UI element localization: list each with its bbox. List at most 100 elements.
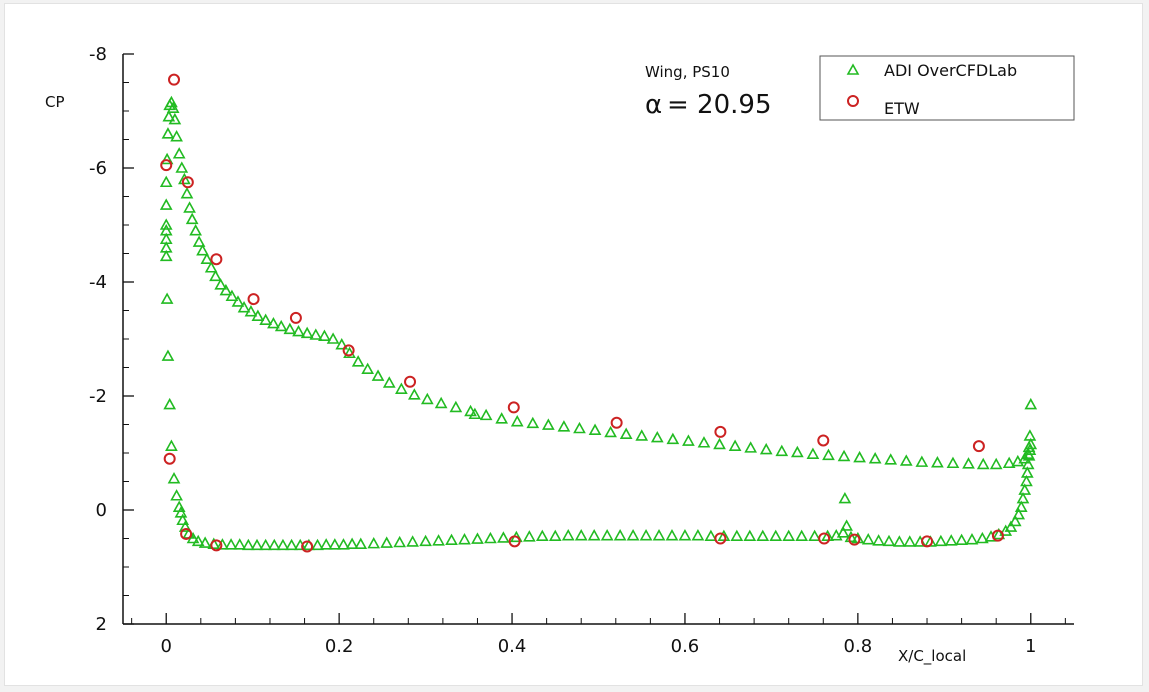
data-point-triangle xyxy=(468,407,482,420)
data-point-triangle xyxy=(882,534,896,547)
data-point-triangle xyxy=(371,369,385,381)
y-tick-label: -4 xyxy=(89,272,107,293)
data-point-circle xyxy=(342,344,355,357)
data-point-triangle xyxy=(495,412,509,424)
data-point-triangle xyxy=(343,346,356,359)
data-point-circle xyxy=(301,540,314,553)
data-point-triangle xyxy=(160,152,174,165)
data-point-triangle xyxy=(962,457,975,469)
data-point-triangle xyxy=(619,427,633,439)
data-point-triangle xyxy=(1021,457,1035,470)
data-point-triangle xyxy=(479,408,493,421)
data-point-triangle xyxy=(822,448,835,461)
data-point-triangle xyxy=(178,172,191,185)
data-point-triangle xyxy=(678,529,692,541)
data-point-triangle xyxy=(216,538,229,550)
data-point-triangle xyxy=(744,441,758,453)
data-point-triangle xyxy=(168,112,182,125)
data-point-triangle xyxy=(899,454,913,466)
data-point-circle xyxy=(818,532,831,545)
series-etw xyxy=(160,73,1004,553)
data-point-triangle xyxy=(1020,466,1034,478)
data-point-circle xyxy=(714,425,727,438)
data-point-triangle xyxy=(989,457,1003,470)
data-point-triangle xyxy=(600,529,614,541)
data-point-triangle xyxy=(162,110,176,122)
data-point-triangle xyxy=(931,456,944,468)
x-tick-label: 0.6 xyxy=(671,636,700,657)
data-point-triangle xyxy=(274,319,288,332)
data-point-circle xyxy=(163,452,176,465)
data-point-triangle xyxy=(318,329,331,341)
data-point-triangle xyxy=(231,295,245,307)
data-point-triangle xyxy=(790,445,804,458)
data-point-triangle xyxy=(1012,507,1026,520)
data-point-triangle xyxy=(326,332,340,344)
data-point-triangle xyxy=(367,536,381,549)
data-point-triangle xyxy=(259,538,273,551)
data-point-triangle xyxy=(178,520,192,532)
chart-frame: 0 0.2 0.4 0.6 0.8 1 -8 -6 -4 -2 0 2 CP X/C_local Wi… xyxy=(4,3,1143,686)
data-point-triangle xyxy=(251,309,265,322)
data-point-triangle xyxy=(635,429,649,441)
data-point-triangle xyxy=(853,450,866,463)
data-point-triangle xyxy=(300,326,314,339)
data-point-triangle xyxy=(934,534,948,547)
data-point-triangle xyxy=(241,538,255,551)
data-point-circle xyxy=(180,527,193,540)
legend-label-etw: ETW xyxy=(884,99,920,118)
data-point-circle xyxy=(247,293,260,306)
axis-ticks xyxy=(123,53,1066,625)
data-point-triangle xyxy=(728,439,742,451)
data-point-triangle xyxy=(159,249,173,262)
data-point-triangle xyxy=(1024,437,1038,450)
data-point-triangle xyxy=(604,425,617,438)
data-point-triangle xyxy=(548,529,562,542)
data-point-triangle xyxy=(285,538,298,551)
data-point-circle xyxy=(991,529,1004,542)
data-point-triangle xyxy=(432,534,445,546)
data-point-triangle xyxy=(526,416,540,429)
data-point-circle xyxy=(817,434,830,447)
data-point-triangle xyxy=(965,532,979,545)
data-point-triangle xyxy=(557,420,571,432)
data-point-triangle xyxy=(639,529,653,541)
data-point-triangle xyxy=(395,382,408,394)
data-point-circle xyxy=(210,253,223,266)
data-point-circle xyxy=(168,73,181,86)
data-point-triangle xyxy=(650,430,664,443)
x-tick-label: 1 xyxy=(1025,636,1036,657)
data-point-triangle xyxy=(161,127,175,139)
data-point-triangle xyxy=(535,529,549,542)
data-point-triangle xyxy=(944,534,958,546)
data-point-triangle xyxy=(838,491,852,504)
data-point-triangle xyxy=(183,201,196,213)
data-point-triangle xyxy=(652,529,666,541)
data-point-triangle xyxy=(587,529,601,541)
data-point-triangle xyxy=(697,436,711,448)
series-adi-overcfdlab xyxy=(159,95,1038,551)
data-point-triangle xyxy=(769,529,783,542)
y-tick-label: 2 xyxy=(96,614,107,635)
data-point-triangle xyxy=(250,538,264,551)
data-point-triangle xyxy=(191,534,205,547)
data-point-triangle xyxy=(161,349,175,361)
data-point-triangle xyxy=(170,489,183,501)
data-point-triangle xyxy=(717,529,731,542)
legend-marker-triangle xyxy=(846,63,860,75)
data-point-triangle xyxy=(292,324,305,337)
y-tick-label: -6 xyxy=(89,158,107,179)
data-series xyxy=(159,73,1038,553)
data-point-triangle xyxy=(588,423,602,436)
data-point-circle xyxy=(714,532,727,545)
data-point-circle xyxy=(181,176,194,189)
data-point-triangle xyxy=(165,439,178,451)
data-point-triangle xyxy=(175,161,189,173)
data-point-triangle xyxy=(200,252,214,265)
data-point-triangle xyxy=(276,538,290,551)
data-point-triangle xyxy=(311,538,324,551)
data-point-triangle xyxy=(471,532,484,544)
data-point-triangle xyxy=(782,529,796,542)
data-point-triangle xyxy=(159,218,173,230)
data-point-triangle xyxy=(808,529,821,542)
